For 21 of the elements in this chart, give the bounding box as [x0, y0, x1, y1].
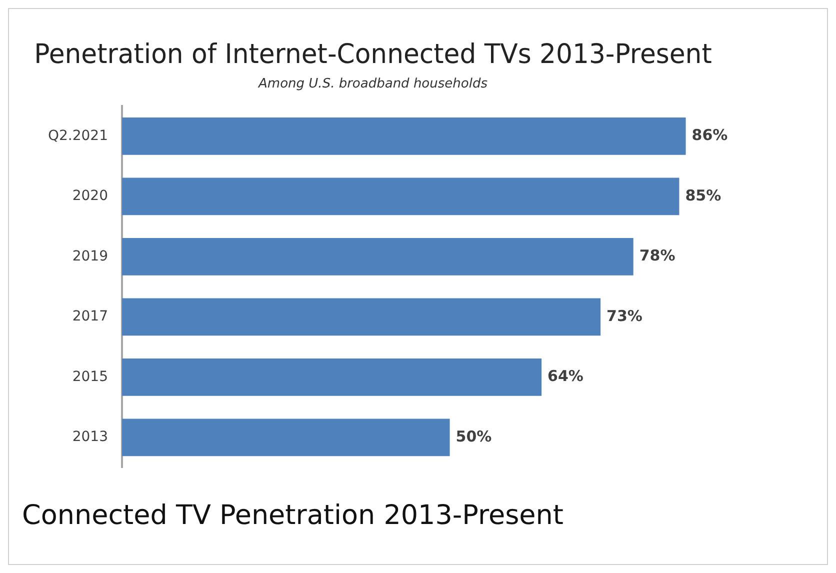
text: Connected TV Penetration 2013-Present	[22, 500, 564, 531]
chart-subtitle: Among U.S. broadband households	[258, 76, 488, 92]
bar	[122, 418, 450, 456]
y-tick-label: Q2.2021	[48, 128, 108, 144]
y-tick-label: 2013	[72, 429, 108, 446]
data-label: 50%	[456, 427, 492, 446]
y-tick-label: 2017	[72, 308, 108, 325]
bar	[122, 178, 680, 216]
data-label: 64%	[548, 367, 584, 386]
y-tick-label: 2019	[72, 248, 108, 264]
bar	[122, 238, 634, 276]
bar	[122, 117, 686, 155]
y-tick-label: 2015	[72, 368, 108, 385]
data-label: 86%	[692, 126, 728, 144]
data-label: 73%	[606, 306, 642, 325]
data-label: 85%	[685, 186, 722, 204]
y-tick-label: 2020	[72, 188, 108, 204]
bar	[122, 358, 542, 396]
data-label: 78%	[639, 246, 676, 265]
chart-title: Penetration of Internet-Connected TVs 2013-Present	[34, 38, 712, 70]
bar	[122, 298, 601, 336]
